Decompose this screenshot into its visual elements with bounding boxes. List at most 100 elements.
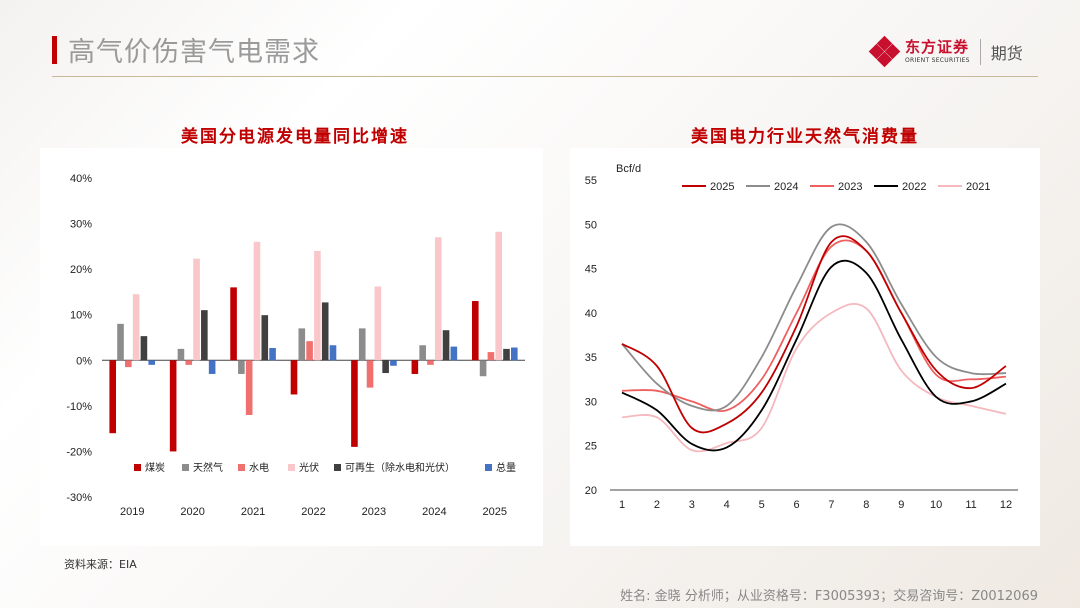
bar-2019-可再生（除水电和光伏） xyxy=(140,336,148,361)
bar-chart-panel: -30% -20% -10% 0% 10% 20% 30% 40% 2019 2020 2021 20… xyxy=(40,148,543,546)
logo-name-cn: 东方证券 xyxy=(905,38,970,56)
legend-label: 总量 xyxy=(496,461,516,474)
legend-label: 可再生（除水电和光伏） xyxy=(345,461,455,474)
x-tick-label: 7 xyxy=(828,499,834,511)
legend-swatch xyxy=(134,464,141,471)
brand-logo: 东方证券 ORIENT SECURITIES 期货 xyxy=(868,35,1023,68)
x-tick-label: 2024 xyxy=(422,506,446,518)
x-tick-label: 12 xyxy=(1000,499,1012,511)
y-tick-label: 25 xyxy=(585,441,597,453)
bar-2023-天然气 xyxy=(358,328,366,361)
legend-label: 2022 xyxy=(902,181,926,193)
bar-2024-光伏 xyxy=(434,237,442,361)
series-line-2024 xyxy=(621,223,1007,412)
y-tick-label: 50 xyxy=(585,219,597,231)
bar-2025-煤炭 xyxy=(471,301,479,361)
y-tick-label: -20% xyxy=(66,446,92,458)
x-tick-label: 2025 xyxy=(483,506,507,518)
bar-2023-水电 xyxy=(366,360,374,388)
y-tick-label: -10% xyxy=(66,401,92,413)
bar-chart: -30% -20% -10% 0% 10% 20% 30% 40% 2019 2020 2021 20… xyxy=(66,173,525,518)
bar-2024-总量 xyxy=(450,346,458,361)
series-line-2021 xyxy=(621,302,1007,453)
bar-2025-天然气 xyxy=(479,360,487,377)
bar-2021-可再生（除水电和光伏） xyxy=(261,315,269,361)
page-title: 高气价伤害气电需求 xyxy=(68,37,320,68)
bar-2020-光伏 xyxy=(193,258,200,361)
bar-2022-光伏 xyxy=(314,250,321,361)
bar-2021-总量 xyxy=(269,347,276,361)
bar-2022-总量 xyxy=(329,345,337,361)
source-note: 资料来源：EIA xyxy=(64,558,137,571)
header-accent-bar xyxy=(52,36,57,64)
line-chart-title: 美国电力行业天然气消费量 xyxy=(691,127,919,147)
bar-2021-天然气 xyxy=(238,360,245,374)
bar-2021-光伏 xyxy=(253,241,261,361)
logo-division: 期货 xyxy=(990,44,1023,63)
footer-analyst-info: 姓名: 金晓 分析师；从业资格号：F3005393；交易咨询号：Z0012069 xyxy=(620,589,1038,604)
bar-2020-水电 xyxy=(185,360,193,365)
bar-2020-可再生（除水电和光伏） xyxy=(201,310,208,361)
bar-2025-水电 xyxy=(487,352,495,361)
legend-label: 2021 xyxy=(966,181,990,193)
y-tick-label: 30 xyxy=(585,396,597,408)
x-tick-label: 2020 xyxy=(180,506,204,518)
y-tick-label: 45 xyxy=(585,264,597,276)
y-tick-label: 20 xyxy=(585,485,597,497)
bar-2022-水电 xyxy=(306,341,313,361)
bar-2022-煤炭 xyxy=(290,360,298,395)
y-unit-label: Bcf/d xyxy=(616,163,641,175)
bar-2023-总量 xyxy=(390,360,397,366)
series-line-2023 xyxy=(621,239,1007,412)
y-tick-label: 10% xyxy=(70,310,92,322)
legend-swatch xyxy=(334,464,341,471)
y-tick-label: 0% xyxy=(76,355,92,367)
x-tick-label: 10 xyxy=(930,499,942,511)
bar-2020-煤炭 xyxy=(169,360,177,452)
legend-label: 2025 xyxy=(710,181,734,193)
x-tick-label: 2021 xyxy=(241,506,265,518)
legend-swatch xyxy=(182,464,189,471)
bar-chart-title: 美国分电源发电量同比增速 xyxy=(181,127,409,147)
bar-2024-天然气 xyxy=(419,345,426,361)
y-tick-label: 55 xyxy=(585,175,597,187)
legend-label: 天然气 xyxy=(193,461,223,474)
legend-label: 煤炭 xyxy=(145,461,165,474)
legend-label: 2024 xyxy=(774,181,798,193)
bar-2019-光伏 xyxy=(132,294,140,361)
bar-2021-水电 xyxy=(245,360,253,415)
bar-2022-天然气 xyxy=(298,328,306,361)
bar-2019-总量 xyxy=(148,360,156,365)
x-tick-label: 2023 xyxy=(362,506,386,518)
logo-name-en: ORIENT SECURITIES xyxy=(905,57,970,64)
x-tick-label: 9 xyxy=(898,499,904,511)
logo-divider xyxy=(979,39,981,65)
y-tick-label: 30% xyxy=(70,219,92,231)
x-tick-label: 2019 xyxy=(120,506,144,518)
legend-label: 水电 xyxy=(249,461,269,474)
legend-label: 光伏 xyxy=(299,461,319,474)
orient-logo-icon xyxy=(868,35,901,68)
bar-2023-煤炭 xyxy=(351,360,358,447)
x-tick-label: 2 xyxy=(654,499,660,511)
legend-swatch xyxy=(485,464,492,471)
bar-2020-总量 xyxy=(208,360,216,374)
x-tick-label: 1 xyxy=(619,499,625,511)
bar-2025-可再生（除水电和光伏） xyxy=(503,348,510,361)
bar-2022-可再生（除水电和光伏） xyxy=(321,302,329,361)
y-tick-label: 35 xyxy=(585,352,597,364)
bar-2021-煤炭 xyxy=(230,287,237,361)
bar-2019-水电 xyxy=(125,360,132,368)
bar-2023-光伏 xyxy=(374,286,382,361)
y-tick-label: 40 xyxy=(585,308,597,320)
x-tick-label: 4 xyxy=(724,499,730,511)
legend-swatch xyxy=(238,464,245,471)
bar-2025-总量 xyxy=(510,347,518,361)
bar-2019-煤炭 xyxy=(109,360,117,434)
y-tick-label: 40% xyxy=(70,173,92,185)
y-tick-label: -30% xyxy=(66,492,92,504)
x-tick-label: 11 xyxy=(965,499,976,511)
series-line-2022 xyxy=(621,259,1007,452)
header-divider xyxy=(52,76,1038,77)
